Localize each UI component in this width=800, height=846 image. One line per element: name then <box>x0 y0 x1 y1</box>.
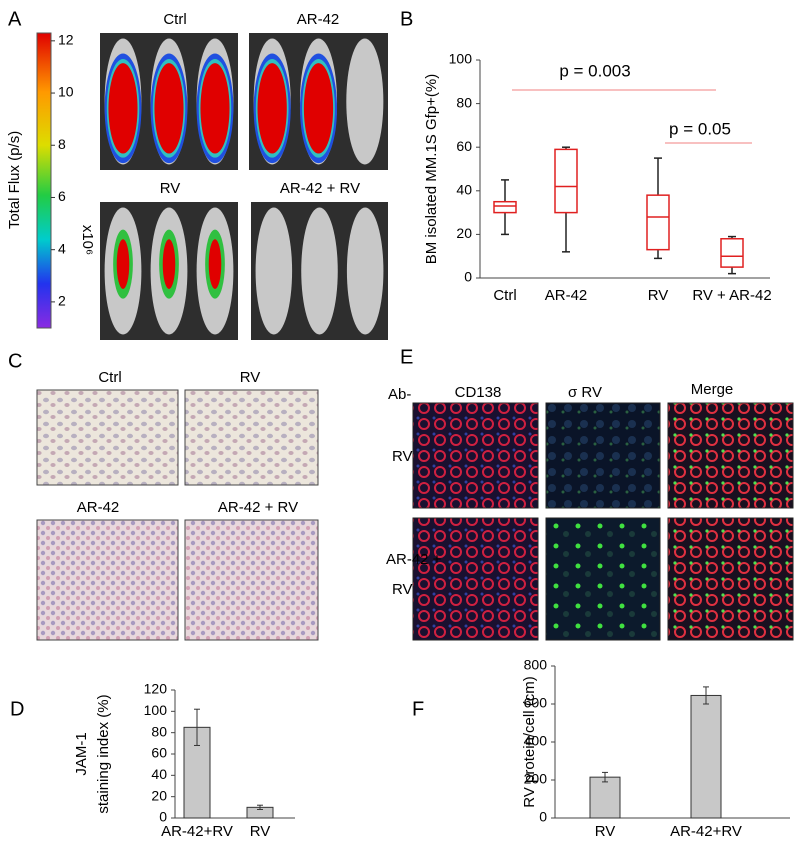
x-tick-label: AR-42 <box>545 287 588 304</box>
y-tick-label: 120 <box>144 681 168 697</box>
y-tick-label: 100 <box>449 51 473 67</box>
y-tick-label: 40 <box>151 766 167 782</box>
y-axis-label: staining index (%) <box>95 694 112 813</box>
y-tick-label: 400 <box>524 733 548 749</box>
x-tick-label: Ctrl <box>493 287 516 304</box>
box <box>646 194 670 251</box>
mouse <box>301 207 338 335</box>
column-label: Merge <box>691 381 734 398</box>
signal <box>257 63 287 154</box>
colorbar-tick-label: 2 <box>58 293 66 309</box>
x-tick-label: RV <box>250 823 271 840</box>
x-tick-label: RV + AR-42 <box>692 287 771 304</box>
mouse <box>255 207 293 335</box>
signal <box>162 239 176 289</box>
image <box>36 389 179 486</box>
row-label: RV <box>392 581 413 598</box>
y-axis-label: RV protein/cell (cm) <box>521 676 538 807</box>
image <box>412 402 539 509</box>
image-label: AR-42 + RV <box>280 180 360 197</box>
colorbar <box>36 32 52 329</box>
signal <box>154 63 184 154</box>
colorbar-tick-label: 6 <box>58 188 66 204</box>
annotation: p = 0.003 <box>559 61 630 80</box>
image-label: RV <box>240 369 261 386</box>
y-tick-label: 80 <box>151 723 167 739</box>
y-tick-label: 600 <box>524 695 548 711</box>
colorbar-multiplier: x10⁶ <box>79 225 96 255</box>
panel-letter: D <box>10 698 24 720</box>
y-tick-label: 60 <box>151 745 167 761</box>
image-label: AR-42 <box>77 499 120 516</box>
signal <box>208 239 222 289</box>
signal <box>108 63 138 154</box>
row-label: RV <box>392 448 413 465</box>
y-tick-label: 40 <box>456 182 472 198</box>
y-tick-label: 0 <box>464 269 472 285</box>
box <box>554 148 578 214</box>
x-tick-label: RV <box>648 287 669 304</box>
panel-letter: A <box>8 8 22 30</box>
colorbar-tick-label: 10 <box>58 84 74 100</box>
image <box>412 517 539 641</box>
y-tick-label: 20 <box>456 225 472 241</box>
box <box>720 238 744 268</box>
y-tick-label: 20 <box>151 787 167 803</box>
x-tick-label: AR-42+RV <box>161 823 233 840</box>
column-label: σ RV <box>568 384 602 401</box>
image <box>667 402 794 509</box>
image <box>545 402 661 509</box>
signal <box>116 239 130 289</box>
bar <box>690 694 722 819</box>
box <box>493 200 517 214</box>
colorbar-tick-label: 12 <box>58 32 74 48</box>
panel-letter: C <box>8 350 22 372</box>
y-tick-label: 80 <box>456 94 472 110</box>
y-tick-label: 200 <box>524 771 548 787</box>
image <box>184 389 319 486</box>
signal <box>200 63 230 154</box>
image-label: RV <box>160 180 181 197</box>
bar <box>589 776 621 819</box>
colorbar-tick-label: 4 <box>58 240 66 256</box>
panel-letter: B <box>400 8 413 30</box>
y-tick-label: 100 <box>144 702 168 718</box>
mouse <box>346 207 384 335</box>
x-tick-label: RV <box>595 823 616 840</box>
colorbar-tick-label: 8 <box>58 136 66 152</box>
y-axis-label: JAM-1 <box>73 732 90 775</box>
y-tick-label: 60 <box>456 138 472 154</box>
layout <box>36 33 794 641</box>
y-axis-label: BM isolated MM.1S Gfp+(%) <box>423 74 440 264</box>
image <box>667 517 794 641</box>
column-label: CD138 <box>455 384 502 401</box>
mouse <box>346 38 384 165</box>
image-label: AR-42 <box>297 11 340 28</box>
panel-letter: E <box>400 346 413 368</box>
image <box>36 519 179 641</box>
y-tick-label: 0 <box>539 809 547 825</box>
image <box>545 517 661 641</box>
image-label: Ctrl <box>163 11 186 28</box>
x-tick-label: AR-42+RV <box>670 823 742 840</box>
panel-letter: F <box>412 698 424 720</box>
annotation: p = 0.05 <box>669 119 731 138</box>
signal <box>303 63 334 154</box>
y-tick-label: 0 <box>159 809 167 825</box>
colorbar-label: Total Flux (p/s) <box>6 131 23 229</box>
y-tick-label: 800 <box>524 657 548 673</box>
image <box>184 519 319 641</box>
row-label: AR-42 + <box>386 551 442 568</box>
image-label: Ctrl <box>98 369 121 386</box>
image-label: AR-42 + RV <box>218 499 298 516</box>
antibody-label: Ab- <box>388 386 411 403</box>
